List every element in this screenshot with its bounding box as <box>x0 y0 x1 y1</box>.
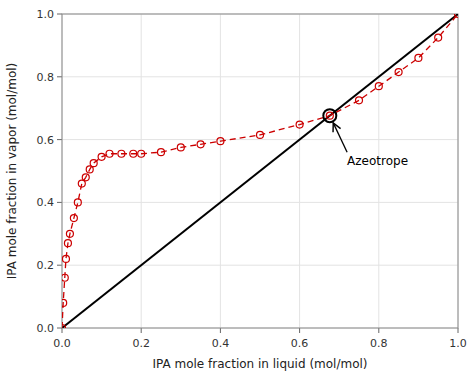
x-tick <box>299 328 300 333</box>
annotation-text: Azeotrope <box>347 154 408 168</box>
y-grid-line <box>62 265 458 266</box>
x-tick-label: 1.0 <box>449 337 467 350</box>
data-point <box>74 199 81 206</box>
annotation-arrow <box>333 123 347 152</box>
x-grid-line <box>299 14 300 328</box>
x-grid-line <box>141 14 142 328</box>
grid <box>62 14 458 328</box>
data-point <box>62 325 66 329</box>
x-tick-label: 0.4 <box>212 337 230 350</box>
y-tick <box>57 139 62 140</box>
data-point <box>455 14 459 18</box>
axes: 0.0 0.2 0.4 0.6 0.8 1.0 0.0 0.2 0.4 0.6 0.8 1.0 IPA … <box>5 8 467 371</box>
x-tick <box>62 328 63 333</box>
x-tick-label: 0.2 <box>132 337 150 350</box>
series-line <box>62 14 458 328</box>
data-point <box>296 121 303 128</box>
x-grid-line <box>378 14 379 328</box>
data-point <box>78 180 85 187</box>
plot-background <box>62 14 458 328</box>
y-tick <box>57 265 62 266</box>
y-tick <box>57 14 62 15</box>
data-point <box>435 34 442 41</box>
y-tick-label: 0.2 <box>37 259 55 272</box>
data-marks <box>62 14 458 328</box>
data-point <box>62 274 68 281</box>
y-tick-label: 0.6 <box>37 134 55 147</box>
y-tick-label: 0.8 <box>37 71 55 84</box>
x-grid-line <box>220 14 221 328</box>
data-point <box>66 230 73 237</box>
data-point <box>415 54 422 61</box>
data-point <box>138 150 145 157</box>
x-tick <box>220 328 221 333</box>
azeotrope-point <box>323 109 336 122</box>
y-tick <box>57 328 62 329</box>
data-point <box>326 112 333 119</box>
x-tick-label: 0.0 <box>53 337 71 350</box>
y-axis-label: IPA mole fraction in vapor (mol/mol) <box>5 63 19 280</box>
data-point <box>64 240 71 247</box>
data-point <box>86 166 93 173</box>
data-point <box>106 150 113 157</box>
data-point <box>118 150 125 157</box>
data-point <box>70 215 77 222</box>
data-point <box>257 131 264 138</box>
data-point <box>62 255 69 262</box>
x-tick-label: 0.6 <box>291 337 309 350</box>
data-point <box>90 160 97 167</box>
y-grid-line <box>62 76 458 77</box>
y-tick-label: 0.0 <box>37 322 55 335</box>
y-tick <box>57 202 62 203</box>
y-tick-label: 1.0 <box>37 8 55 21</box>
data-point <box>375 83 382 90</box>
x-axis-label: IPA mole fraction in liquid (mol/mol) <box>152 357 367 371</box>
data-point <box>197 141 204 148</box>
data-point <box>217 138 224 145</box>
y-grid-line <box>62 139 458 140</box>
data-point <box>356 97 363 104</box>
y-tick <box>57 76 62 77</box>
diagonal-line <box>62 14 458 328</box>
plot-frame <box>62 14 458 328</box>
annotations: Azeotrope <box>333 123 408 168</box>
data-point <box>130 150 137 157</box>
x-tick <box>141 328 142 333</box>
data-point <box>395 69 402 76</box>
x-tick <box>458 328 459 333</box>
data-point <box>177 144 184 151</box>
data-point <box>62 299 67 306</box>
chart: 0.0 0.2 0.4 0.6 0.8 1.0 0.0 0.2 0.4 0.6 0.8 1.0 IPA … <box>0 0 474 378</box>
x-tick <box>378 328 379 333</box>
y-tick-label: 0.4 <box>37 196 55 209</box>
data-point <box>82 174 89 181</box>
data-point <box>98 153 105 160</box>
x-tick-label: 0.8 <box>370 337 388 350</box>
data-point <box>158 149 165 156</box>
y-grid-line <box>62 202 458 203</box>
